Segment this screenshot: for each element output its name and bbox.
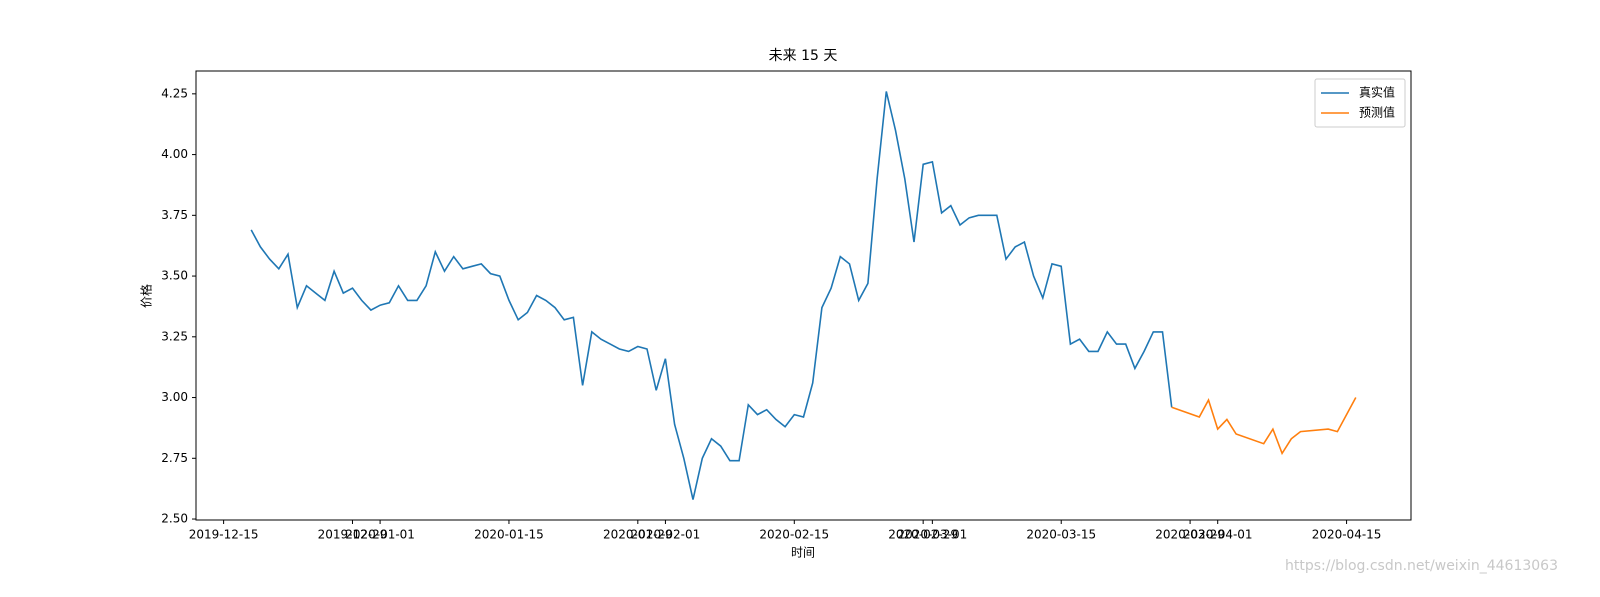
x-tick-label: 2019-12-15 <box>189 528 259 542</box>
y-axis-label: 价格 <box>139 284 154 308</box>
y-tick-label: 2.75 <box>161 451 188 465</box>
legend-label: 预测值 <box>1359 105 1395 120</box>
x-axis-label: 时间 <box>791 546 815 560</box>
y-tick-label: 3.75 <box>161 208 188 222</box>
x-tick-label: 2020-04-01 <box>1183 528 1253 542</box>
series-line <box>250 91 1173 500</box>
x-tick-label: 2020-04-15 <box>1312 528 1382 542</box>
y-tick-label: 2.50 <box>161 512 188 526</box>
y-tick-label: 4.25 <box>161 86 188 100</box>
x-tick-label: 2020-03-15 <box>1026 528 1096 542</box>
x-tick-label: 2020-02-01 <box>631 528 701 542</box>
series-line <box>1171 397 1357 456</box>
legend-box <box>1314 78 1406 128</box>
x-tick-label: 2020-03-29 <box>1155 528 1225 542</box>
y-tick-label: 4.00 <box>161 147 188 161</box>
x-tick-label: 2020-03-01 <box>897 528 967 542</box>
x-tick-label: 2020-02-29 <box>888 528 958 542</box>
y-tick-label: 3.00 <box>161 390 188 404</box>
plot-frame <box>195 70 1412 521</box>
x-tick-label: 2019-12-29 <box>318 528 388 542</box>
y-tick-label: 3.50 <box>161 269 188 283</box>
watermark: https://blog.csdn.net/weixin_44613063 <box>1285 558 1558 574</box>
x-tick-label: 2020-02-15 <box>759 528 829 542</box>
legend-label: 真实值 <box>1359 85 1395 100</box>
x-tick-label: 2020-01-15 <box>474 528 544 542</box>
x-tick-label: 2020-01-01 <box>345 528 415 542</box>
chart-title: 未来 15 天 <box>769 48 838 64</box>
y-tick-label: 3.25 <box>161 329 188 343</box>
x-tick-label: 2020-01-29 <box>603 528 673 542</box>
